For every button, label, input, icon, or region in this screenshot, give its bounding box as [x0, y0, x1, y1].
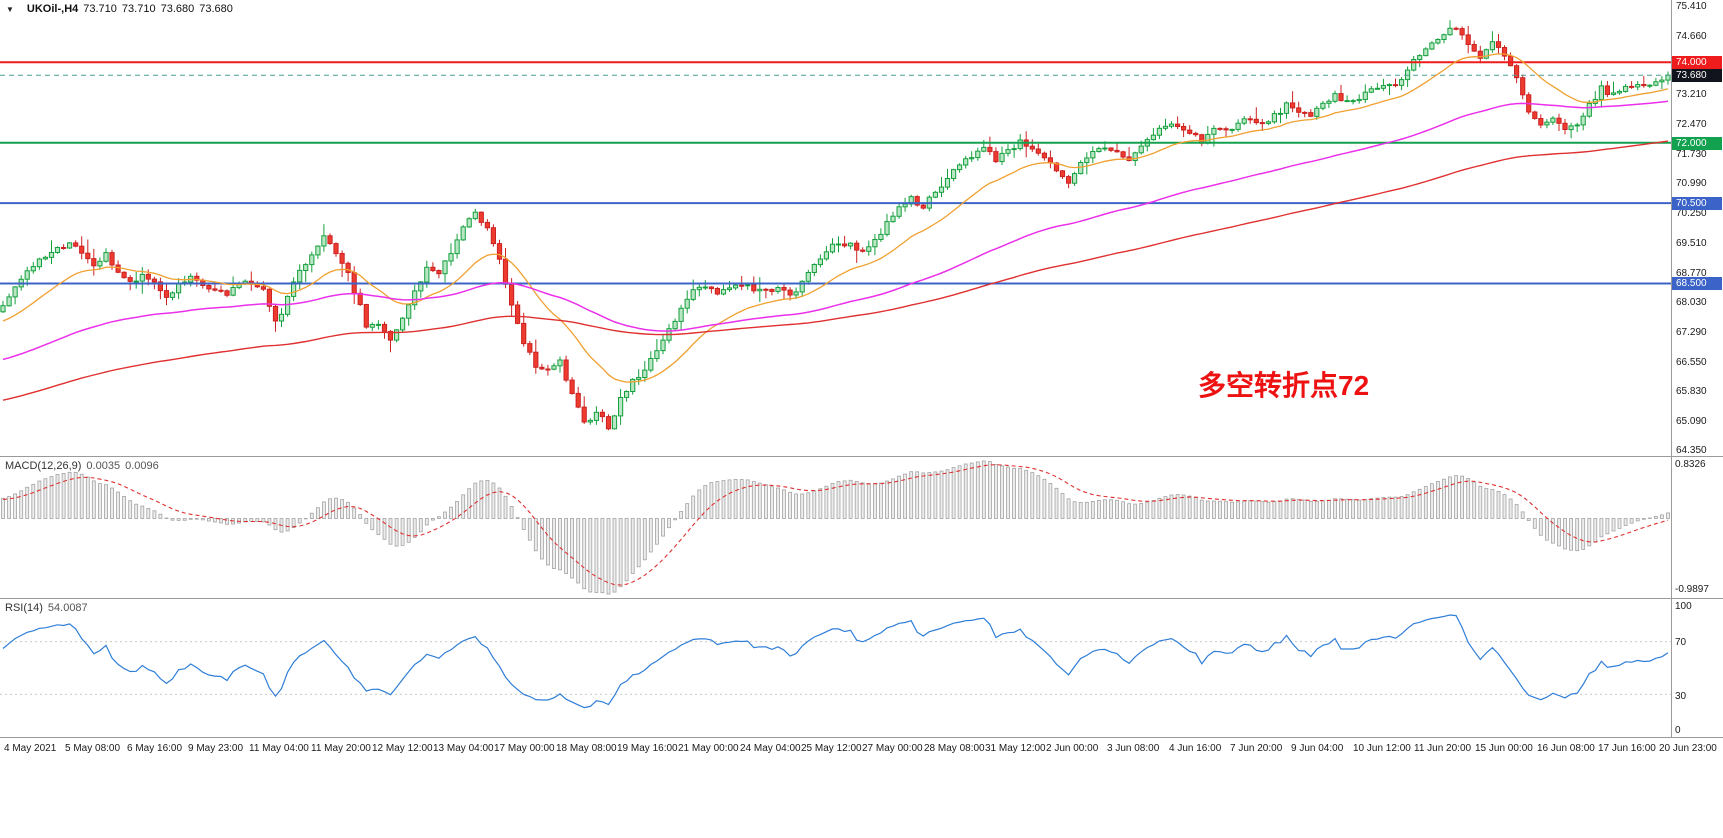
- price-axis-tick: 69.510: [1676, 238, 1707, 249]
- rsi-axis-70-label: 70: [1675, 637, 1687, 648]
- time-axis-label: 27 May 00:00: [862, 743, 923, 754]
- macd-axis-max-label: 0.8326: [1675, 459, 1706, 470]
- time-axis-label: 17 May 00:00: [494, 743, 555, 754]
- time-axis-label: 24 May 04:00: [740, 743, 801, 754]
- time-axis-label: 3 Jun 08:00: [1107, 743, 1160, 754]
- pane-divider[interactable]: [0, 456, 1723, 457]
- time-axis-label: 28 May 08:00: [924, 743, 985, 754]
- price-axis-tick: 74.660: [1676, 31, 1707, 42]
- rsi-value: 54.0087: [47, 602, 88, 614]
- time-axis-label: 2 Jun 00:00: [1046, 743, 1099, 754]
- price-axis-tick: 66.550: [1676, 357, 1707, 368]
- time-axis-label: 20 Jun 23:00: [1659, 743, 1717, 754]
- ohlc-close-value: 73.680: [199, 3, 233, 15]
- ohlc-low-value: 73.680: [160, 3, 195, 15]
- ohlc-high-value: 73.710: [121, 3, 156, 15]
- main-chart-pane[interactable]: [0, 0, 1671, 456]
- time-axis-label: 19 May 16:00: [617, 743, 678, 754]
- price-axis-tick: 68.030: [1676, 297, 1707, 308]
- time-axis-label: 11 Jun 20:00: [1414, 743, 1472, 754]
- price-axis-tick: 68.770: [1676, 268, 1707, 279]
- chart-shift-icon[interactable]: ▼: [6, 5, 14, 14]
- price-badge: 68.500: [1672, 277, 1722, 290]
- macd-indicator-label: MACD(12,26,9) 0.0035 0.0096: [5, 460, 159, 472]
- time-axis-label: 5 May 08:00: [65, 743, 121, 754]
- rsi-axis-0-label: 0: [1675, 725, 1681, 736]
- macd-title: MACD(12,26,9): [5, 460, 82, 472]
- time-axis-label: 13 May 04:00: [433, 743, 494, 754]
- price-axis-tick: 75.410: [1676, 1, 1707, 12]
- time-axis-label: 7 Jun 20:00: [1230, 743, 1283, 754]
- macd-signal-value: 0.0096: [125, 460, 159, 472]
- symbol-ohlc-readout: ▼ UKOil-,H4 73.710 73.710 73.680 73.680: [6, 3, 233, 15]
- price-badge: 70.500: [1672, 197, 1722, 210]
- symbol-timeframe-label: UKOil-,H4: [26, 3, 79, 15]
- rsi-axis-100-label: 100: [1675, 601, 1692, 612]
- time-axis-label: 10 Jun 12:00: [1353, 743, 1411, 754]
- time-axis-label: 12 May 12:00: [372, 743, 433, 754]
- price-axis-tick: 67.290: [1676, 327, 1707, 338]
- rsi-title: RSI(14): [5, 602, 43, 614]
- time-axis-label: 6 May 16:00: [127, 743, 183, 754]
- time-axis-label: 18 May 08:00: [556, 743, 617, 754]
- price-axis-tick: 65.830: [1676, 386, 1707, 397]
- time-axis-label: 9 Jun 04:00: [1291, 743, 1344, 754]
- time-axis-label: 25 May 12:00: [801, 743, 862, 754]
- time-axis-label: 11 May 04:00: [249, 743, 309, 754]
- pane-divider[interactable]: [0, 737, 1723, 738]
- price-axis-tick: 65.090: [1676, 416, 1707, 427]
- rsi-axis-30-label: 30: [1675, 691, 1687, 702]
- price-axis-tick: 71.730: [1676, 149, 1707, 160]
- price-axis-separator: [1671, 0, 1672, 738]
- rsi-indicator-label: RSI(14) 54.0087: [5, 602, 88, 614]
- price-axis-tick: 72.470: [1676, 119, 1707, 130]
- rsi-pane[interactable]: [0, 599, 1671, 737]
- macd-axis-min-label: -0.9897: [1675, 584, 1709, 595]
- price-axis-tick: 70.990: [1676, 178, 1707, 189]
- macd-pane[interactable]: [0, 457, 1671, 598]
- price-axis-tick: 70.250: [1676, 208, 1707, 219]
- price-badge: 72.000: [1672, 137, 1722, 150]
- price-badge: 73.680: [1672, 69, 1722, 82]
- price-axis-tick: 64.350: [1676, 445, 1707, 456]
- time-axis-label: 9 May 23:00: [188, 743, 244, 754]
- time-axis-label: 21 May 00:00: [678, 743, 739, 754]
- time-axis-label: 4 May 2021: [4, 743, 57, 754]
- pane-divider[interactable]: [0, 598, 1723, 599]
- annotation-text[interactable]: 多空转折点72: [1198, 370, 1370, 401]
- time-axis-label: 16 Jun 08:00: [1537, 743, 1595, 754]
- time-axis-label: 15 Jun 00:00: [1475, 743, 1533, 754]
- time-axis-label: 4 Jun 16:00: [1169, 743, 1222, 754]
- price-badge: 74.000: [1672, 56, 1722, 69]
- time-axis-label: 31 May 12:00: [985, 743, 1046, 754]
- price-axis-tick: 73.210: [1676, 89, 1707, 100]
- macd-main-value: 0.0035: [86, 460, 121, 472]
- ohlc-open-value: 73.710: [83, 3, 117, 15]
- time-axis-label: 11 May 20:00: [311, 743, 371, 754]
- time-axis-label: 17 Jun 16:00: [1598, 743, 1656, 754]
